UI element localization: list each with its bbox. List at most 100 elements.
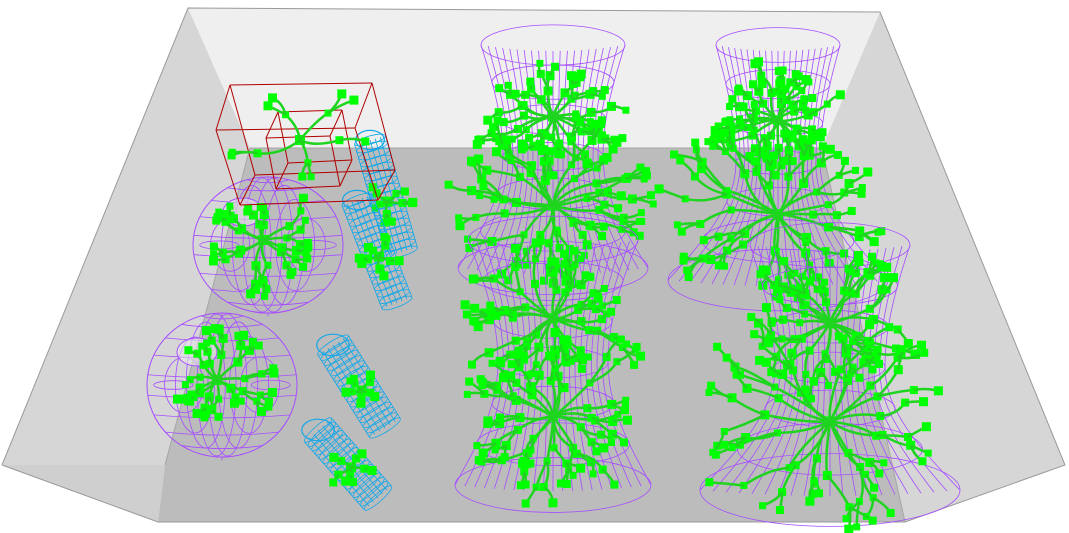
tree-node [600, 285, 608, 292]
tree-node [472, 139, 482, 149]
bbox-inner-edge [329, 135, 341, 187]
tree-node [267, 387, 277, 397]
tree-node [767, 368, 776, 377]
tree-branch [299, 138, 340, 146]
tree-node [728, 95, 737, 104]
tree-node [780, 129, 789, 138]
tube-lower-front[interactable] [301, 415, 394, 513]
hourglass-right-front[interactable] [699, 222, 961, 533]
tree-node [600, 86, 609, 95]
tree-node [183, 396, 192, 405]
tree-node [261, 292, 269, 300]
tree-node [863, 167, 873, 177]
tree-node [500, 453, 509, 462]
bbox-edge [254, 169, 396, 176]
tree-node [239, 330, 249, 340]
tree-node [622, 106, 630, 114]
tree-node [775, 79, 784, 88]
mesh-meridian [211, 200, 325, 204]
tree-node [882, 262, 892, 272]
tree-node [623, 340, 631, 348]
tree-node [356, 398, 366, 408]
skeleton-tree [341, 370, 380, 408]
mesh-line [356, 199, 398, 304]
tree-node [562, 339, 572, 349]
tree-node [181, 381, 189, 389]
tree-node [919, 397, 928, 407]
tree-node [800, 95, 808, 103]
tree-branch [723, 413, 766, 433]
tree-node [821, 278, 829, 286]
vase-lower-left[interactable] [146, 312, 298, 461]
tree-node [173, 394, 182, 404]
tree-node [745, 152, 755, 161]
tree-node [630, 360, 639, 369]
tree-node [739, 102, 748, 111]
tree-node [269, 368, 279, 378]
tree-node [636, 351, 646, 361]
skeleton-tree [227, 89, 370, 181]
tree-node [608, 144, 618, 154]
tree-node [354, 253, 364, 263]
tree-node [612, 137, 622, 147]
tree-node [750, 330, 759, 339]
tree-node [808, 94, 817, 102]
mesh-line [374, 138, 408, 251]
tree-node [551, 62, 559, 71]
tube-upper-front[interactable] [341, 189, 414, 312]
tree-node [341, 476, 351, 486]
tree-node [920, 348, 929, 357]
tree-node [581, 271, 590, 280]
tree-node [361, 137, 370, 146]
tree-node [868, 365, 877, 374]
tree-node [870, 237, 879, 246]
tree-node [470, 303, 480, 313]
tree-node [370, 392, 380, 402]
mesh-meridian [562, 50, 573, 274]
tree-branch [829, 413, 881, 423]
tree-node [298, 193, 308, 203]
tree-node [460, 300, 470, 310]
tree-node [857, 189, 866, 198]
tree-node [488, 359, 496, 367]
room-edges [1, 7, 1066, 523]
tree-node [770, 171, 778, 179]
tree-node [304, 243, 313, 252]
tree-node [301, 216, 309, 224]
tree-node [569, 471, 577, 479]
tree-node [483, 419, 492, 428]
tree-node [539, 145, 548, 154]
tree-node [806, 278, 814, 286]
tree-node [714, 261, 723, 270]
tree-node [511, 351, 519, 359]
hourglass-center-back[interactable] [444, 24, 657, 295]
tree-node [474, 456, 483, 465]
tree-node [504, 81, 512, 89]
tree-node [227, 151, 236, 160]
tree-node [577, 364, 586, 373]
mesh-meridian [495, 48, 524, 272]
skeleton-tree [173, 324, 279, 422]
tree-node [264, 397, 273, 406]
tree-node [524, 371, 533, 380]
left-wall-lower [2, 465, 165, 522]
tree-node [780, 156, 789, 165]
tree-node [780, 257, 789, 266]
tree-node [635, 231, 644, 240]
tree-node [307, 173, 315, 181]
tree-node [899, 345, 907, 353]
tree-node [234, 331, 243, 340]
tree-node [924, 449, 932, 457]
tree-node [788, 157, 797, 166]
tree-node [492, 147, 502, 157]
tree-node [473, 442, 481, 450]
tree-node [357, 449, 367, 459]
tree-node [550, 328, 560, 337]
tree-node [844, 524, 854, 533]
selection-box[interactable] [215, 82, 396, 206]
hourglass-center-front[interactable] [454, 215, 652, 513]
tube-lower-back[interactable] [316, 332, 403, 441]
tree-node [465, 377, 474, 386]
